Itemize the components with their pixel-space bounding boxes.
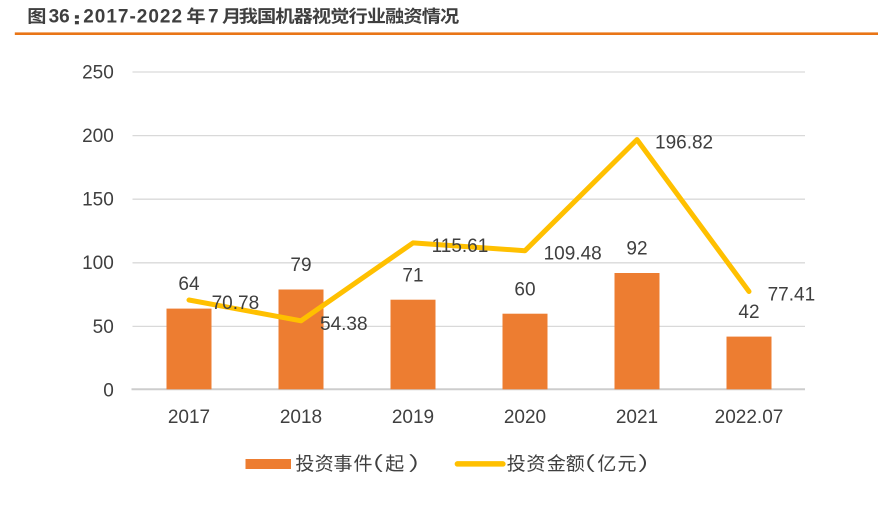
svg-text:200: 200 [82,126,114,147]
svg-text:7: 7 [208,6,219,27]
svg-text:42: 42 [738,302,759,323]
svg-text:2017-2022: 2017-2022 [83,6,183,27]
svg-text:2018: 2018 [280,407,322,428]
svg-text:196.82: 196.82 [655,133,713,154]
svg-text:150: 150 [82,190,114,211]
svg-text:54.38: 54.38 [320,314,368,335]
svg-text:92: 92 [626,239,647,260]
svg-text:2020: 2020 [504,407,546,428]
svg-text:50: 50 [93,317,114,338]
svg-text:250: 250 [82,62,114,83]
svg-text:109.48: 109.48 [544,244,602,265]
svg-text:2021: 2021 [616,407,658,428]
svg-text:0: 0 [103,380,114,401]
svg-text:100: 100 [82,253,114,274]
svg-text:70.78: 70.78 [212,293,260,314]
svg-text:77.41: 77.41 [768,285,816,306]
svg-text:2019: 2019 [392,407,434,428]
svg-text:2022.07: 2022.07 [715,407,784,428]
svg-text:79: 79 [290,255,311,276]
svg-text:115.61: 115.61 [432,236,489,257]
svg-text:2017: 2017 [168,407,210,428]
svg-text:36: 36 [49,6,70,27]
svg-text:71: 71 [402,265,423,286]
svg-text:60: 60 [514,279,535,300]
svg-text:64: 64 [178,274,200,295]
